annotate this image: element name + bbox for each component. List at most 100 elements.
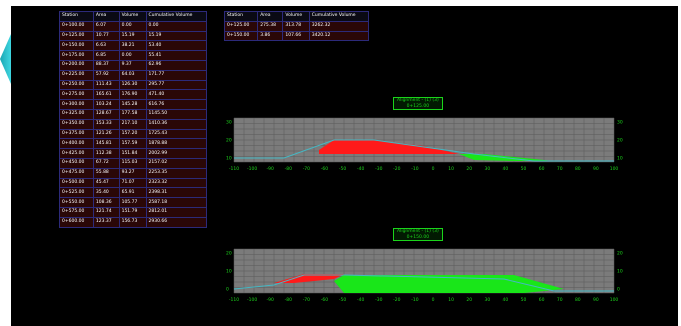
table-cell: 616.76 — [145, 99, 207, 110]
table-cell: 157.59 — [118, 138, 147, 150]
table-row: 0+425.00 112.38 151.84 2002.99 — [59, 148, 207, 159]
table-cell: 2812.01 — [145, 206, 207, 218]
x-tick-label: 60 — [539, 297, 545, 303]
table-cell: 103.24 — [92, 99, 120, 110]
y-tick-label: 10 — [617, 156, 623, 162]
x-tick-label: -10 — [411, 166, 418, 172]
section-label-station: 0+125.00 — [406, 103, 430, 109]
table-cell: 45.47 — [92, 177, 120, 189]
table-cell: 15.19 — [145, 30, 207, 42]
y-tick-label: 20 — [617, 251, 623, 257]
table-cell: 0+525.00 — [59, 187, 94, 199]
table-cell: 93.27 — [118, 167, 147, 179]
x-tick-label: -110 — [229, 297, 239, 303]
y-tick-label: 0 — [226, 287, 229, 293]
table-cell: 153.33 — [92, 118, 120, 130]
table-cell: 6.85 — [92, 50, 120, 61]
table-cell: 53.40 — [145, 40, 207, 52]
table-cell: 38.21 — [118, 40, 147, 52]
y-tick-label: 0 — [617, 287, 620, 293]
x-tick-label: -30 — [375, 297, 382, 303]
table-row: 0+500.00 45.47 71.07 2323.32 — [59, 177, 207, 189]
table-cell: 0+100.00 — [59, 20, 94, 32]
table-cell: 0+200.00 — [59, 59, 94, 71]
table-cell: 57.92 — [92, 69, 120, 81]
table-header-row: Station Area Volume Cumulative Volume — [59, 11, 207, 22]
x-tick-label: 40 — [503, 166, 509, 172]
table-cell: 15.19 — [118, 30, 147, 42]
x-tick-label: 50 — [521, 166, 527, 172]
cut-area — [319, 140, 459, 154]
x-tick-label: 10 — [448, 166, 454, 172]
table-cell: 313.78 — [282, 20, 310, 32]
table-cell: 165.61 — [92, 89, 120, 101]
table-cell: 65.91 — [118, 187, 147, 199]
table-cell: 67.72 — [92, 157, 120, 169]
table-cell: 123.37 — [92, 216, 120, 228]
table-cell: 3420.12 — [308, 30, 370, 42]
table-cell: 0.00 — [118, 50, 147, 61]
table-row: 0+150.00 3.86 107.66 3420.12 — [223, 30, 370, 42]
table-row: 0+200.00 88.37 9.37 62.96 — [59, 59, 207, 71]
table-cell: 217.10 — [118, 118, 147, 130]
x-tick-label: 60 — [539, 166, 545, 172]
table-cell: 0+275.00 — [59, 89, 94, 101]
table-cell: 6.07 — [92, 20, 120, 32]
table-cell: 0+175.00 — [59, 50, 94, 61]
table-row: 0+225.00 57.92 64.03 171.77 — [59, 69, 207, 81]
table-cell: 0+125.00 — [223, 20, 259, 32]
x-tick-label: -40 — [357, 297, 364, 303]
x-tick-label: -70 — [303, 297, 310, 303]
y-tick-label: 20 — [226, 251, 232, 257]
table-row: 0+475.00 55.88 93.27 2253.35 — [59, 167, 207, 179]
table-cell: 2157.02 — [145, 157, 207, 169]
y-tick-label: 20 — [226, 138, 232, 144]
table-cell: 0+575.00 — [59, 206, 94, 218]
table-cell: 121.26 — [92, 128, 120, 140]
x-tick-label: -80 — [285, 166, 292, 172]
table-cell: 157.20 — [118, 128, 147, 140]
volume-table: Station Area Volume Cumulative Volume 0+… — [59, 11, 207, 228]
table-cell: 2002.99 — [145, 148, 207, 159]
table-cell: 0+475.00 — [59, 167, 94, 179]
table-cell: 0+325.00 — [59, 108, 94, 120]
table-cell: 151.84 — [118, 148, 147, 159]
col-header: Area — [257, 11, 284, 22]
drawing-canvas[interactable]: Station Area Volume Cumulative Volume 0+… — [11, 6, 678, 326]
table-cell: 0+375.00 — [59, 128, 94, 140]
table-row: 0+300.00 103.24 145.28 616.76 — [59, 99, 207, 110]
table-cell: 2930.66 — [145, 216, 207, 228]
section-label-station: 0+150.00 — [406, 234, 430, 240]
section-label-title: Alignment - (1) (3) — [397, 229, 439, 234]
x-tick-label: -70 — [303, 166, 310, 172]
side-panel-tab[interactable] — [0, 34, 11, 84]
table-cell: 108.36 — [92, 197, 120, 208]
table-row: 0+375.00 121.26 157.20 1725.43 — [59, 128, 207, 140]
table-cell: 115.03 — [118, 157, 147, 169]
table-cell: 35.40 — [92, 187, 120, 199]
y-tick-label: 10 — [617, 269, 623, 275]
x-tick-label: 70 — [557, 166, 563, 172]
table-row: 0+250.00 111.43 126.30 295.77 — [59, 79, 207, 91]
x-tick-label: 80 — [575, 297, 581, 303]
table-row: 0+275.00 165.61 176.90 471.40 — [59, 89, 207, 101]
table-cell: 3262.32 — [308, 20, 370, 32]
table-cell: 2253.35 — [145, 167, 207, 179]
x-tick-label: -60 — [321, 297, 328, 303]
table-cell: 107.66 — [282, 30, 310, 42]
table-cell: 0+300.00 — [59, 99, 94, 110]
table-row: 0+525.00 35.40 65.91 2398.31 — [59, 187, 207, 199]
table-cell: 6.63 — [92, 40, 120, 52]
x-tick-label: -20 — [393, 297, 400, 303]
table-cell: 0+450.00 — [59, 157, 94, 169]
table-row: 0+600.00 123.37 156.73 2930.66 — [59, 216, 207, 228]
table-row: 0+175.00 6.85 0.00 55.41 — [59, 50, 207, 61]
table-cell: 1878.88 — [145, 138, 207, 150]
x-tick-label: -60 — [321, 166, 328, 172]
col-header: Station — [223, 11, 259, 22]
x-tick-label: -50 — [339, 166, 346, 172]
x-tick-label: 30 — [484, 166, 490, 172]
table-cell: 55.88 — [92, 167, 120, 179]
table-cell: 2323.32 — [145, 177, 207, 189]
table-cell: 1145.50 — [145, 108, 207, 120]
